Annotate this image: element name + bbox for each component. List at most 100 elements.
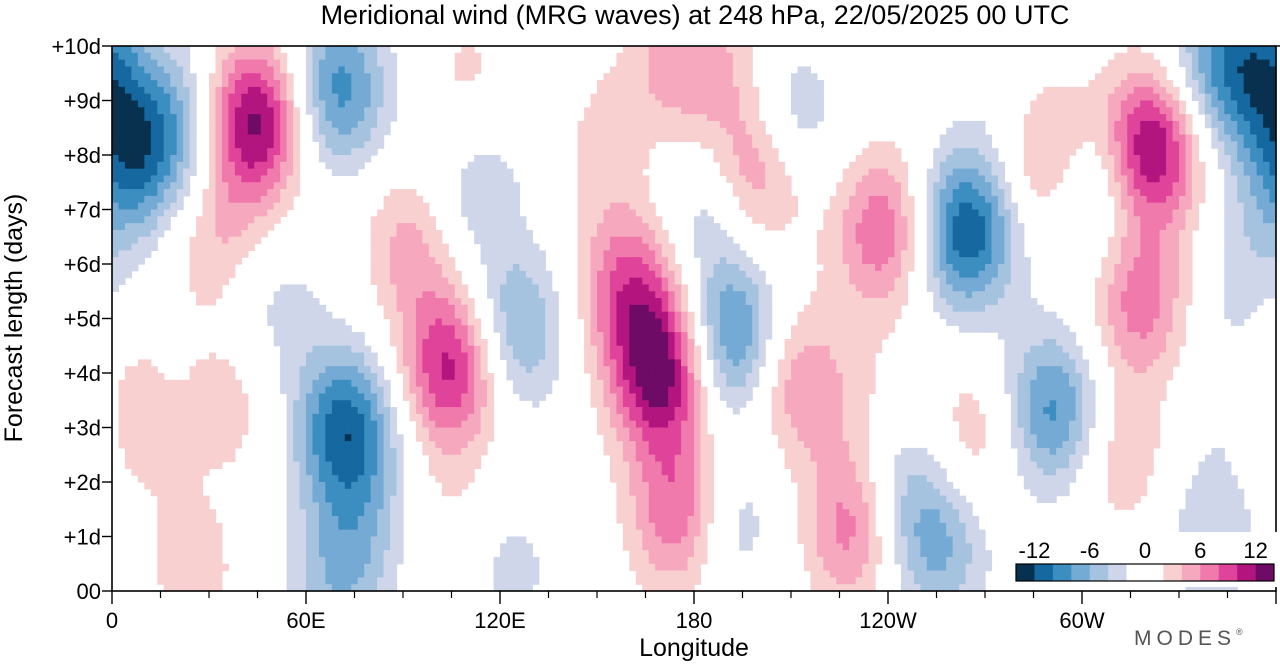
heatmap-cell <box>674 338 682 347</box>
heatmap-cell <box>642 202 650 211</box>
heatmap-cell <box>474 338 482 347</box>
heatmap-cell <box>1172 332 1180 340</box>
heatmap-cell <box>209 284 217 292</box>
heatmap-cell <box>1023 277 1031 286</box>
heatmap-cell <box>318 318 326 326</box>
heatmap-cell <box>1204 114 1212 122</box>
heatmap-cell <box>112 148 120 156</box>
heatmap-cell <box>1153 236 1161 245</box>
heatmap-cell <box>642 345 650 354</box>
heatmap-cell <box>732 291 740 299</box>
heatmap-cell <box>131 80 139 88</box>
heatmap-cell <box>616 202 624 211</box>
heatmap-cell <box>448 291 456 299</box>
heatmap-cell <box>726 134 734 142</box>
heatmap-cell <box>383 52 391 61</box>
heatmap-cell <box>306 338 314 347</box>
heatmap-cell <box>648 318 656 326</box>
heatmap-cell <box>765 202 773 211</box>
heatmap-cell <box>888 277 896 286</box>
heatmap-cell <box>183 148 191 156</box>
heatmap-cell <box>286 298 294 306</box>
heatmap-cell <box>493 257 501 265</box>
heatmap-cell <box>907 243 915 251</box>
heatmap-cell <box>344 168 352 177</box>
heatmap-cell <box>254 202 262 211</box>
heatmap-cell <box>1030 107 1038 115</box>
heatmap-cell <box>1172 86 1180 95</box>
heatmap-cell <box>118 107 126 115</box>
heatmap-cell <box>448 270 456 279</box>
heatmap-cell <box>202 298 210 306</box>
heatmap-cell <box>112 270 120 279</box>
heatmap-cell <box>1230 120 1238 129</box>
heatmap-cell <box>752 202 760 211</box>
heatmap-cell <box>1127 127 1135 136</box>
heatmap-cell <box>1043 86 1051 95</box>
heatmap-cell <box>234 52 242 61</box>
heatmap-cell <box>700 318 708 326</box>
heatmap-cell <box>221 359 229 367</box>
heatmap-cell <box>1198 107 1206 115</box>
heatmap-cell <box>1243 264 1251 272</box>
heatmap-cell <box>254 236 262 245</box>
heatmap-cell <box>855 161 863 170</box>
heatmap-cell <box>635 59 643 68</box>
heatmap-cell <box>687 114 695 122</box>
heatmap-cell <box>978 134 986 142</box>
heatmap-cell <box>461 359 469 367</box>
heatmap-cell <box>959 127 967 136</box>
heatmap-cell <box>597 277 605 286</box>
heatmap-cell <box>1094 86 1102 95</box>
heatmap-cell <box>493 270 501 279</box>
heatmap-cell <box>1198 86 1206 95</box>
heatmap-cell <box>842 168 850 177</box>
heatmap-cell <box>286 189 294 197</box>
heatmap-cell <box>881 161 889 170</box>
heatmap-cell <box>726 284 734 292</box>
heatmap-cell <box>1146 209 1154 217</box>
heatmap-cell <box>247 202 255 211</box>
heatmap-cell <box>228 182 236 190</box>
heatmap-cell <box>791 332 799 340</box>
heatmap-cell <box>415 270 423 279</box>
heatmap-cell <box>985 216 993 224</box>
heatmap-cell <box>247 93 255 102</box>
heatmap-cell <box>668 338 676 347</box>
heatmap-cell <box>480 168 488 177</box>
heatmap-cell <box>752 345 760 354</box>
heatmap-cell <box>836 318 844 326</box>
heatmap-cell <box>241 86 249 95</box>
heatmap-cell <box>661 73 669 81</box>
heatmap-cell <box>881 277 889 286</box>
heatmap-cell <box>894 277 902 286</box>
heatmap-cell <box>758 338 766 347</box>
heatmap-cell <box>1250 155 1258 163</box>
heatmap-cell <box>978 325 986 333</box>
heatmap-cell <box>584 359 592 367</box>
heatmap-cell <box>150 114 158 122</box>
heatmap-cell <box>661 304 669 313</box>
heatmap-cell <box>726 298 734 306</box>
heatmap-cell <box>584 223 592 231</box>
heatmap-cell <box>849 332 857 340</box>
heatmap-cell <box>855 257 863 265</box>
heatmap-cell <box>965 120 973 129</box>
heatmap-cell <box>900 229 908 238</box>
heatmap-cell <box>228 120 236 129</box>
heatmap-cell <box>655 114 663 122</box>
heatmap-cell <box>758 345 766 354</box>
heatmap-cell <box>836 236 844 245</box>
heatmap-cell <box>1114 114 1122 122</box>
heatmap-cell <box>868 141 876 149</box>
heatmap-cell <box>1256 229 1264 238</box>
heatmap-cell <box>894 202 902 211</box>
heatmap-cell <box>629 277 637 286</box>
heatmap-cell <box>454 325 462 333</box>
heatmap-cell <box>952 284 960 292</box>
heatmap-cell <box>1159 311 1167 320</box>
heatmap-cell <box>357 359 365 367</box>
heatmap-cell <box>254 223 262 231</box>
heatmap-cell <box>396 318 404 326</box>
heatmap-cell <box>1120 270 1128 279</box>
